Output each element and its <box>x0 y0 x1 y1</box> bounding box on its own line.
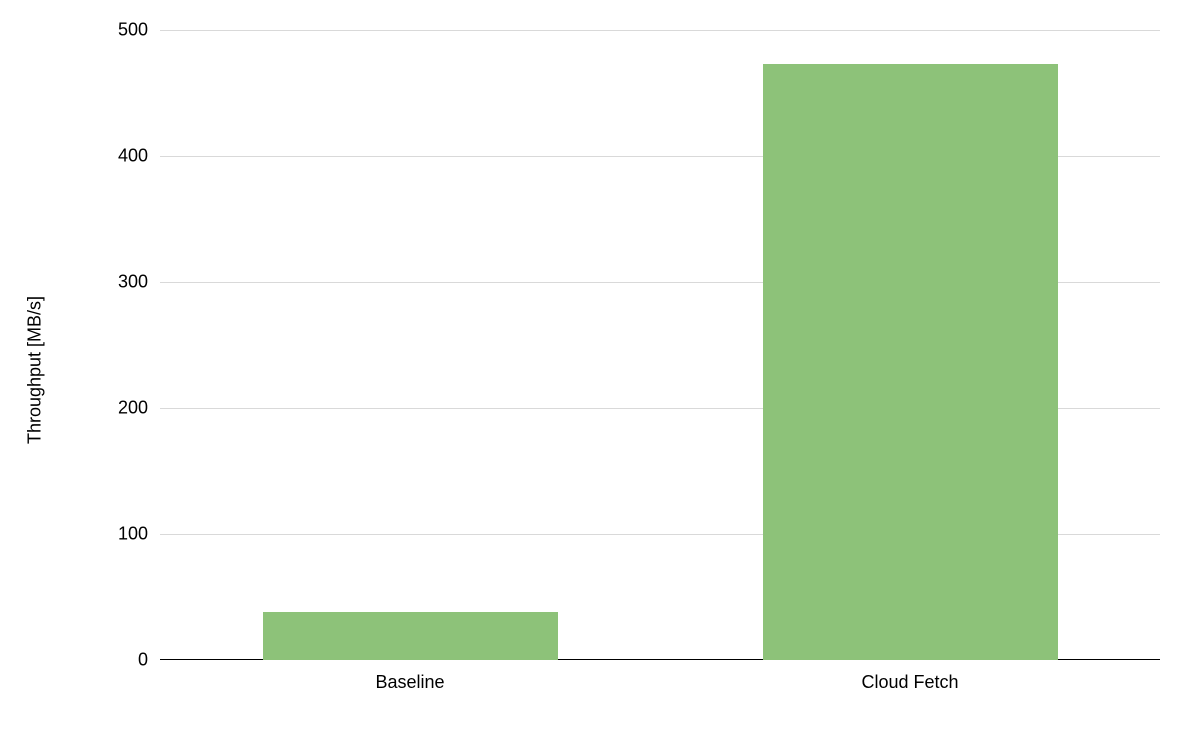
grid-line <box>160 30 1160 31</box>
bar-baseline <box>263 612 558 660</box>
y-tick-label: 500 <box>118 20 148 41</box>
y-tick-label: 100 <box>118 524 148 545</box>
y-tick-label: 0 <box>138 650 148 671</box>
throughput-bar-chart: Throughput [MB/s] 0100200300400500Baseli… <box>50 20 1170 720</box>
y-axis-label: Throughput [MB/s] <box>25 296 46 444</box>
y-tick-label: 200 <box>118 398 148 419</box>
x-tick-label: Cloud Fetch <box>861 672 958 693</box>
bar-cloud-fetch <box>763 64 1058 660</box>
y-tick-label: 300 <box>118 272 148 293</box>
plot-area: 0100200300400500BaselineCloud Fetch <box>160 30 1160 660</box>
y-tick-label: 400 <box>118 146 148 167</box>
x-tick-label: Baseline <box>375 672 444 693</box>
